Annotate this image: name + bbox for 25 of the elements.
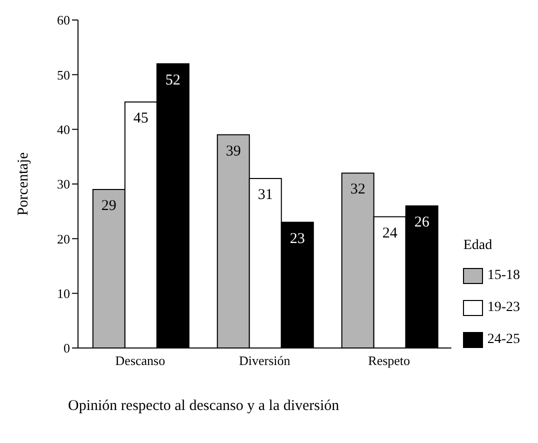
- data-label: 31: [258, 187, 273, 204]
- y-tick-label: 30: [57, 176, 70, 192]
- x-tick-label: Diversión: [239, 353, 291, 368]
- y-tick-label: 60: [57, 12, 70, 28]
- data-label: 39: [226, 143, 241, 160]
- data-label: 52: [165, 72, 180, 88]
- legend-label: 24-25: [487, 332, 520, 348]
- x-tick-label: Descanso: [115, 353, 166, 368]
- y-tick-label: 20: [57, 231, 70, 246]
- data-label: 24: [382, 225, 398, 242]
- y-tick-label: 0: [64, 340, 70, 356]
- data-label: 29: [101, 198, 116, 214]
- data-label: 45: [133, 110, 148, 127]
- text: Opinión respecto al descanso y a la diversión: [68, 398, 340, 415]
- y-tick-label: 10: [57, 286, 70, 301]
- data-label: 23: [290, 230, 305, 247]
- legend-title: Edad: [463, 238, 494, 254]
- data-label: 26: [414, 214, 430, 231]
- data-label: 32: [350, 182, 366, 198]
- legend-label: 19-23: [487, 300, 520, 316]
- y-tick-label: 50: [57, 67, 70, 82]
- legend-label: 15-18: [487, 268, 520, 284]
- x-tick-label: Respeto: [368, 353, 410, 368]
- y-axis-title: Porcentaje: [15, 152, 32, 216]
- y-tick-label: 40: [57, 122, 70, 137]
